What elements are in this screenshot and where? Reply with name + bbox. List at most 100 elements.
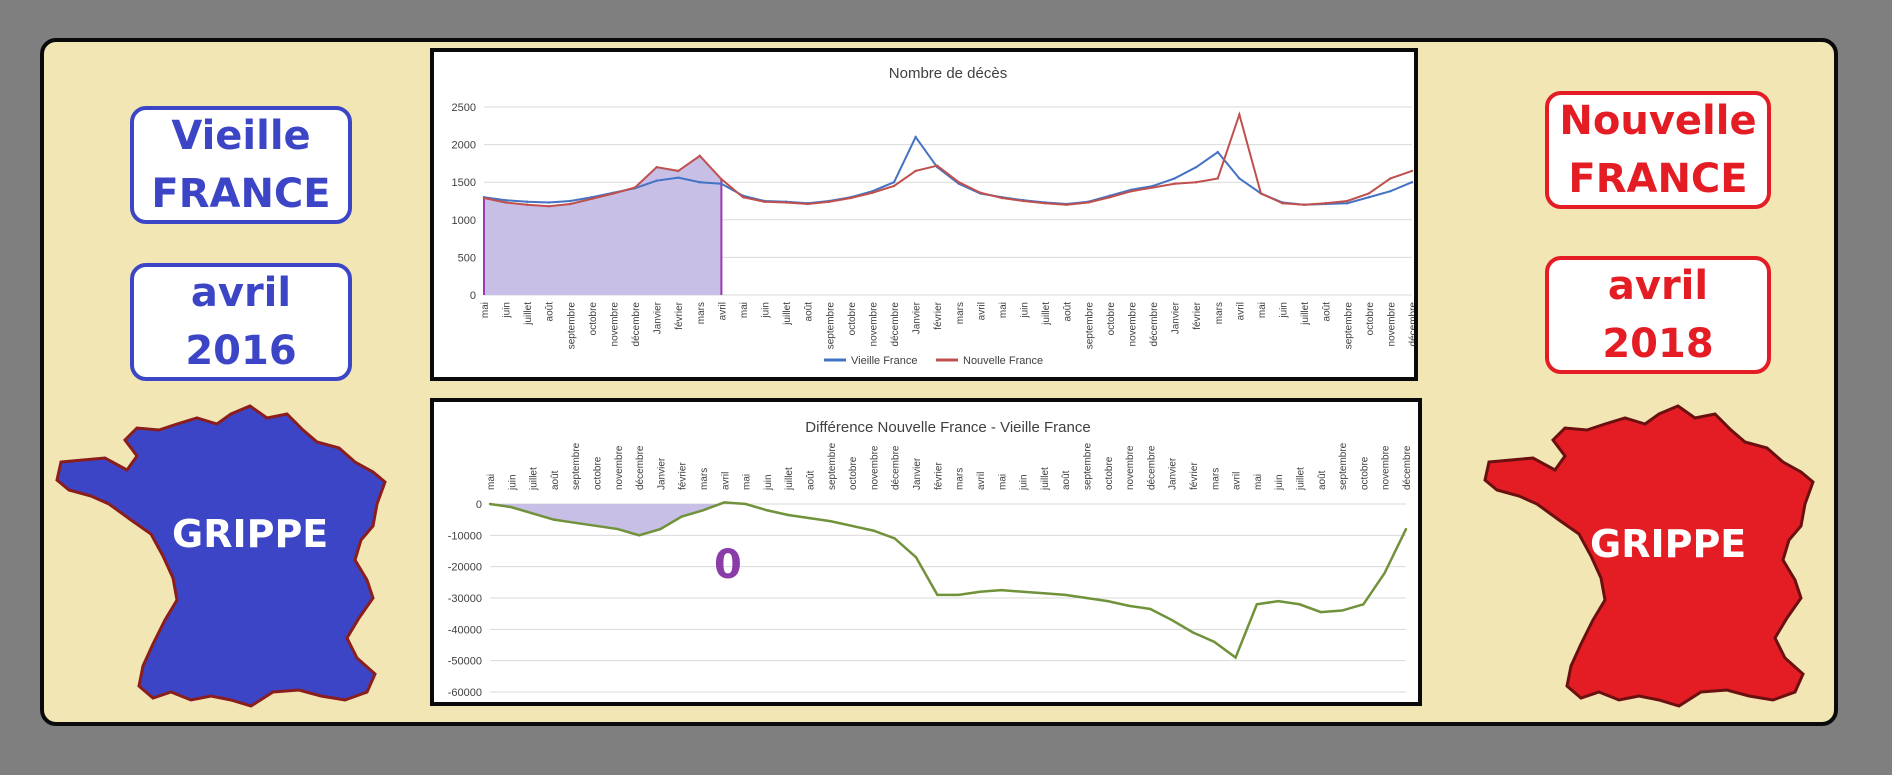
y-tick-label: 2500 — [452, 102, 476, 114]
vieille-france-title: Vieille FRANCE — [130, 106, 352, 224]
x-tick-label: octobre — [588, 302, 599, 336]
difference-chart: Différence Nouvelle France - Vieille Fra… — [430, 398, 1422, 706]
x-tick-label: avril — [976, 302, 987, 320]
france-shape-red — [1483, 404, 1815, 708]
x-tick-label: mai — [997, 474, 1008, 490]
data-point — [698, 154, 702, 158]
x-tick-label: mai — [739, 302, 750, 318]
legend-entry: Nouvelle France — [963, 355, 1043, 367]
x-tick-label: août — [1317, 470, 1328, 490]
data-point — [1000, 588, 1003, 592]
x-tick-label: février — [933, 462, 944, 490]
data-point — [680, 515, 683, 518]
data-point — [590, 197, 594, 200]
shaded-region — [490, 502, 725, 536]
x-tick-label: avril — [1232, 472, 1243, 490]
data-point — [1170, 618, 1173, 622]
x-tick-label: août — [1063, 302, 1074, 322]
data-point — [720, 182, 723, 185]
zero-annotation: 0 — [714, 542, 742, 588]
data-point — [504, 201, 507, 204]
x-tick-label: juillet — [782, 302, 793, 326]
data-point — [612, 192, 615, 195]
chart-title: Différence Nouvelle France - Vieille Fra… — [805, 419, 1090, 436]
x-tick-label: septembre — [1084, 302, 1095, 350]
data-point — [1259, 192, 1263, 195]
data-point — [525, 203, 529, 206]
map-label-right: GRIPPE — [1590, 522, 1747, 566]
x-tick-label: mai — [742, 474, 753, 490]
x-tick-label: août — [550, 470, 561, 490]
data-point — [829, 520, 833, 523]
y-tick-label: 500 — [458, 252, 476, 264]
data-point — [957, 181, 960, 184]
data-point — [1000, 196, 1004, 200]
x-tick-label: septembre — [827, 442, 838, 490]
data-point — [552, 518, 556, 521]
x-tick-label: avril — [720, 472, 731, 490]
data-point — [677, 169, 680, 173]
data-point — [1281, 202, 1284, 205]
x-tick-label: Janvier — [653, 301, 664, 334]
data-point — [633, 186, 637, 189]
y-tick-label: -20000 — [448, 562, 482, 574]
data-point — [637, 534, 641, 537]
x-tick-label: février — [933, 301, 944, 329]
data-point — [723, 501, 726, 504]
x-tick-label: août — [804, 302, 815, 322]
data-point — [808, 516, 811, 520]
x-tick-label: décembre — [890, 302, 901, 347]
data-point — [1383, 571, 1386, 575]
x-tick-label: septembre — [825, 302, 836, 350]
data-point — [1367, 192, 1371, 195]
vieille-date-line1: avril — [190, 270, 292, 316]
y-tick-label: -30000 — [448, 593, 482, 605]
data-point — [1367, 196, 1371, 199]
x-tick-label: août — [1322, 302, 1333, 322]
data-point — [1389, 190, 1392, 193]
nouvelle-france-date: avril 2018 — [1545, 256, 1771, 374]
data-point — [1151, 186, 1155, 189]
vieille-date-line2: 2016 — [185, 328, 297, 374]
data-point — [655, 165, 658, 169]
data-point — [1346, 199, 1349, 203]
x-tick-label: août — [806, 470, 817, 490]
chart-title: Nombre de décès — [889, 65, 1007, 82]
x-tick-label: décembre — [635, 445, 646, 490]
shaded-region — [484, 155, 722, 295]
x-tick-label: novembre — [869, 445, 880, 490]
y-tick-label: 1500 — [452, 177, 476, 189]
data-point — [1298, 603, 1301, 606]
nouvelle-title-line1: Nouvelle — [1559, 98, 1757, 144]
france-map-red — [1483, 404, 1815, 708]
data-point — [893, 537, 896, 540]
x-tick-label: novembre — [1386, 302, 1397, 347]
data-point — [510, 505, 513, 509]
x-tick-label: avril — [1235, 302, 1246, 320]
x-tick-label: novembre — [1125, 445, 1136, 490]
x-tick-label: mai — [1253, 474, 1264, 490]
x-tick-label: août — [1061, 470, 1072, 490]
x-tick-label: juin — [1020, 302, 1031, 319]
data-point — [1238, 113, 1241, 116]
data-point — [850, 524, 854, 528]
x-tick-label: juin — [507, 474, 518, 491]
series-line — [483, 135, 1413, 206]
x-tick-label: octobre — [1359, 456, 1370, 490]
x-tick-label: décembre — [631, 302, 642, 347]
data-point — [1238, 177, 1241, 180]
difference-chart-svg: Différence Nouvelle France - Vieille Fra… — [448, 419, 1413, 699]
data-point — [525, 200, 529, 203]
france-shape-blue — [55, 404, 387, 708]
x-tick-label: juin — [1279, 302, 1290, 319]
vieille-title-line2: FRANCE — [151, 171, 331, 217]
nouvelle-france-title: Nouvelle FRANCE — [1545, 91, 1771, 209]
data-point — [872, 529, 875, 532]
y-tick-label: -60000 — [448, 687, 482, 699]
x-tick-label: juillet — [529, 467, 540, 491]
x-tick-label: Janvier — [1168, 457, 1179, 490]
x-tick-label: juillet — [1295, 467, 1306, 491]
x-tick-label: août — [545, 302, 556, 322]
x-tick-label: septembre — [571, 442, 582, 490]
data-point — [957, 593, 960, 597]
